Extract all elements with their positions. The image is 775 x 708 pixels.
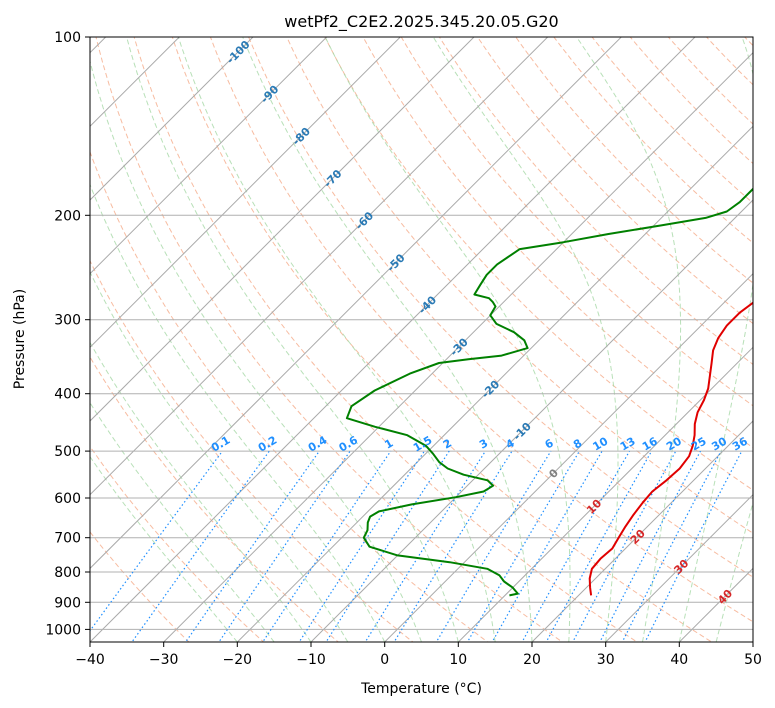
moist-adiabat-2	[90, 341, 312, 642]
mixing-ratio-line-4	[262, 450, 392, 642]
mixing-ratio-line-9	[435, 450, 552, 642]
dry-adiabat-16	[515, 37, 753, 284]
isotherm--80	[90, 37, 402, 349]
isotherm--100	[90, 37, 254, 201]
dry-adiabat-8	[209, 37, 753, 623]
dry-adiabat-18	[591, 37, 753, 204]
dry-adiabat-10	[286, 37, 753, 534]
y-tick-label-900: 900	[54, 595, 81, 611]
mixing-ratio-line-6	[325, 450, 450, 642]
moist-adiabat-4	[90, 183, 386, 642]
dry-adiabat-15	[476, 37, 753, 325]
x-tick-label--30: −30	[149, 652, 179, 668]
isotherm-30	[604, 493, 753, 642]
x-tick-label-40: 40	[670, 652, 688, 668]
moist-adiabat-8	[242, 37, 533, 642]
profile-lines	[345, 187, 753, 597]
y-tick-label-800: 800	[54, 565, 81, 581]
x-tick-label--10: −10	[296, 652, 326, 668]
moist-adiabat-13	[715, 500, 753, 642]
moist-adiabat-5	[90, 59, 422, 642]
y-axis-label: Pressure (hPa)	[12, 289, 28, 389]
mixing-ratio-line-17	[644, 450, 743, 642]
y-tick-label-700: 700	[54, 531, 81, 547]
isotherm--40	[90, 37, 696, 642]
y-tick-label-300: 300	[54, 313, 81, 329]
moist-adiabat-6	[126, 37, 459, 642]
isotherm--30	[162, 51, 753, 642]
y-tick-label-1000: 1000	[45, 622, 81, 638]
chart-title: wetPf2_C2E2.2025.345.20.05.G20	[284, 12, 558, 32]
isotherm--10	[310, 199, 753, 642]
dewpoint-profile	[345, 187, 753, 597]
dry-adiabat-12	[362, 37, 753, 449]
dry-adiabat-6	[133, 37, 638, 642]
y-tick-label-200: 200	[54, 208, 81, 224]
dry-adiabat-5	[95, 37, 564, 642]
dry-adiabat-17	[553, 37, 753, 244]
moist-adiabat-1	[90, 401, 275, 642]
y-tick-label-600: 600	[54, 491, 81, 507]
x-tick-label--20: −20	[223, 652, 253, 668]
x-tick-label-50: 50	[744, 652, 762, 668]
y-tick-label-500: 500	[54, 444, 81, 460]
y-tick-label-400: 400	[54, 387, 81, 403]
mixing-ratio-line-5	[298, 450, 425, 642]
mixing-ratio-line-10	[466, 450, 580, 642]
plot-area	[90, 37, 753, 642]
x-tick-label--40: −40	[75, 652, 105, 668]
dry-adiabat-9	[248, 37, 753, 578]
isotherm--90	[90, 37, 328, 275]
mixing-ratio-line-11	[491, 450, 603, 642]
dry-adiabat-3	[90, 259, 414, 642]
moist-adiabat-9	[324, 37, 571, 642]
dry-adiabat-2	[90, 356, 340, 642]
isotherm-10	[457, 346, 753, 642]
dry-adiabat-11	[324, 37, 753, 491]
isotherm--20	[236, 125, 753, 642]
moist-adiabat-11	[576, 37, 682, 642]
x-tick-label-10: 10	[449, 652, 467, 668]
plot-frame	[89, 36, 754, 643]
x-tick-label-20: 20	[523, 652, 541, 668]
dry-adiabat-7	[171, 37, 713, 642]
isotherm-0	[383, 272, 753, 642]
isotherm--60	[90, 37, 549, 496]
x-tick-label-0: 0	[380, 652, 389, 668]
dry-adiabat-4	[90, 150, 489, 642]
x-axis-label: Temperature (°C)	[360, 681, 482, 697]
moist-adiabat-0	[90, 455, 238, 642]
dry-adiabat-14	[438, 37, 753, 366]
moist-adiabat-3	[90, 270, 349, 642]
axes: −40 −30 −20 −10 0 10 20 30 40 50 100 200 300 400 500 60…	[45, 30, 762, 668]
mixing-ratio-line-3	[218, 450, 351, 642]
x-tick-label-30: 30	[597, 652, 615, 668]
dry-adiabat-13	[400, 37, 753, 407]
mixing-ratio-line-1	[131, 450, 270, 642]
y-tick-label-100: 100	[54, 30, 81, 46]
mixing-ratio-line-13	[545, 450, 653, 642]
isotherm--50	[90, 37, 623, 570]
isotherm--70	[90, 37, 475, 422]
isotherm-20	[531, 420, 753, 642]
temperature-profile	[588, 301, 753, 596]
mixing-ratio-line-2	[184, 450, 320, 642]
